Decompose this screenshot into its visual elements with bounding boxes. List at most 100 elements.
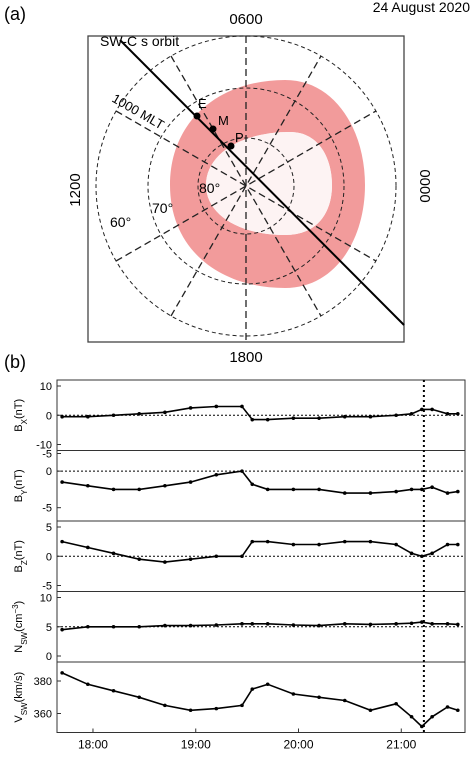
ts-data-point xyxy=(240,404,244,409)
mlt-label-right: 0000 xyxy=(416,169,433,202)
ts-data-point xyxy=(291,692,296,696)
ts-data-point xyxy=(368,491,373,495)
ts-data-point xyxy=(60,671,64,675)
ts-data-point xyxy=(163,483,167,488)
mlt-label-left: 1200 xyxy=(67,173,84,206)
ts-data-point xyxy=(342,414,347,419)
ts-data-point xyxy=(137,411,142,416)
ts-ylabel: NSW(cm−3) xyxy=(11,601,29,653)
ts-data-point xyxy=(291,542,296,547)
ts-data-point xyxy=(214,404,219,409)
ts-series-line xyxy=(61,470,458,494)
ts-data-point xyxy=(214,554,219,559)
ts-data-point xyxy=(111,413,116,418)
ts-data-point xyxy=(214,623,219,627)
mlt-spoke-30deg-b xyxy=(170,55,322,317)
ts-data-point xyxy=(111,688,116,693)
ts-panel-frame xyxy=(56,450,466,522)
point-label-p: P xyxy=(235,130,244,145)
ts-data-point xyxy=(188,480,193,484)
ts-data-point xyxy=(265,622,270,626)
ts-data-point xyxy=(265,539,270,544)
ts-data-point xyxy=(317,487,321,492)
ts-data-point xyxy=(188,557,193,561)
ts-data-point xyxy=(291,487,296,492)
ts-data-point xyxy=(430,551,434,556)
ts-data-point xyxy=(188,708,193,713)
ts-data-point xyxy=(394,701,398,706)
ts-data-point xyxy=(317,542,321,547)
mlt-spoke-30deg-a xyxy=(115,110,377,262)
ts-data-point xyxy=(368,414,373,419)
latitude-circle-70 xyxy=(147,87,345,285)
orbit-line xyxy=(119,39,405,326)
ts-data-point xyxy=(368,708,373,713)
point-label-e: E xyxy=(198,96,207,111)
ts-xtick-label: 21:00 xyxy=(386,738,416,752)
ts-data-point xyxy=(445,542,450,547)
ts-data-point xyxy=(342,539,347,544)
ts-series-line xyxy=(62,405,458,421)
ts-ytick-label: 0 xyxy=(46,410,52,422)
mlt-spoke-60deg-a xyxy=(170,55,322,317)
ts-data-point xyxy=(420,554,424,559)
ts-data-point xyxy=(60,414,64,419)
ts-data-point xyxy=(163,560,167,564)
ts-data-point xyxy=(394,542,398,547)
ts-data-point xyxy=(137,624,142,629)
ts-data-point xyxy=(137,557,142,561)
panel-b-label: (b) xyxy=(4,352,26,372)
lat-label-80: 80° xyxy=(199,180,220,196)
ts-data-point xyxy=(317,623,321,628)
ts-data-point xyxy=(342,698,347,703)
ts-data-point xyxy=(240,703,244,708)
ts-ytick-label: -5 xyxy=(42,449,52,461)
ts-data-point xyxy=(60,627,64,632)
lat-label-60: 60° xyxy=(110,214,131,230)
ts-data-point xyxy=(250,687,255,691)
ts-ytick-label: 0 xyxy=(46,466,52,478)
ts-data-point xyxy=(250,417,255,422)
ts-data-point xyxy=(265,417,270,422)
lat-label-70: 70° xyxy=(152,200,173,216)
ts-panel-4: 380 360 VSW(km/s) xyxy=(13,661,466,733)
ts-data-point xyxy=(368,539,373,544)
ts-panel-0: 10 0 -10 BX(nT) xyxy=(13,379,466,452)
ts-data-point xyxy=(456,708,460,713)
mlt-spoke-60deg-b xyxy=(115,110,377,262)
ts-data-point xyxy=(250,622,255,626)
ts-data-point xyxy=(163,703,167,708)
latitude-circle-60 xyxy=(95,35,397,337)
ts-data-point xyxy=(188,406,193,410)
panel-a-label: (a) xyxy=(4,4,26,24)
ts-data-point xyxy=(214,472,219,477)
polar-plot: 0600 1800 1200 0000 SW-C s orbit 1000 ML… xyxy=(67,11,433,366)
ts-data-point xyxy=(420,487,424,492)
ts-data-point xyxy=(86,624,90,629)
ts-data-point xyxy=(409,411,414,416)
ts-ylabel: VSW(km/s) xyxy=(13,672,29,723)
date-label: 24 August 2020 xyxy=(373,0,471,15)
ts-data-point xyxy=(420,620,424,624)
ts-data-point xyxy=(368,622,373,627)
ts-panel-frame xyxy=(56,661,466,733)
ts-data-point xyxy=(111,624,116,629)
ts-ytick-label: -5 xyxy=(42,503,52,515)
ts-series-line xyxy=(62,621,458,631)
ts-data-point xyxy=(86,682,90,687)
ts-data-point xyxy=(342,622,347,626)
ts-data-point xyxy=(456,622,460,627)
ts-panel-1: -5 0 -5 BY(nT) xyxy=(13,449,466,522)
ts-data-point xyxy=(111,487,116,492)
ts-data-point xyxy=(111,551,116,556)
ts-data-point xyxy=(456,542,460,547)
point-label-m: M xyxy=(218,113,229,128)
ts-data-point xyxy=(317,695,321,700)
ts-data-point xyxy=(342,491,347,495)
ts-data-point xyxy=(445,411,450,416)
ts-data-point xyxy=(409,714,414,719)
ts-data-point xyxy=(265,487,270,492)
ts-data-point xyxy=(163,623,167,628)
ts-data-point xyxy=(214,706,219,711)
